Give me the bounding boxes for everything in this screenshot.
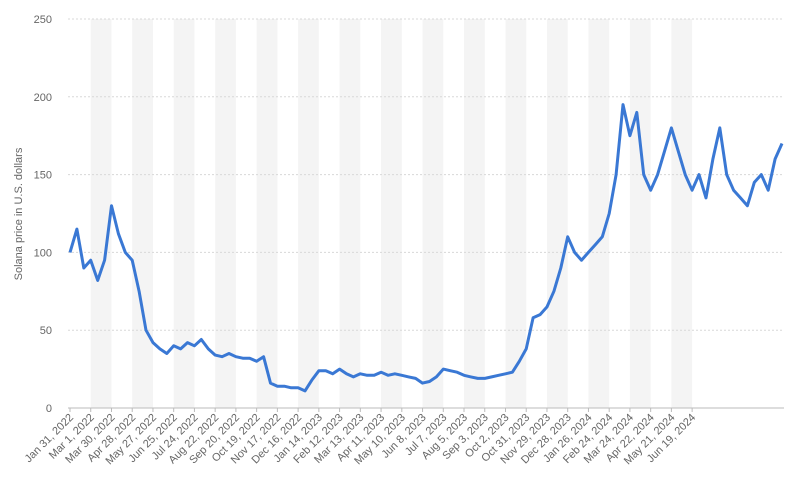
y-tick-label: 0 <box>46 403 52 415</box>
y-tick-label: 100 <box>34 247 52 259</box>
background-band <box>173 19 195 408</box>
background-band <box>546 19 568 408</box>
background-band <box>588 19 610 408</box>
background-band <box>671 19 693 408</box>
y-tick-label: 200 <box>34 92 52 104</box>
background-band <box>381 19 402 408</box>
background-band <box>215 19 236 408</box>
background-band <box>132 19 153 408</box>
background-band <box>629 19 651 408</box>
background-band <box>505 19 527 408</box>
price-line <box>68 103 784 393</box>
y-axis-label: Solana price in U.S. dollars <box>13 147 25 280</box>
background-band <box>298 19 319 408</box>
background-band <box>339 19 361 408</box>
y-tick-label: 50 <box>40 325 52 337</box>
background-band <box>256 19 278 408</box>
y-tick-label: 150 <box>34 170 52 182</box>
y-tick-label: 250 <box>34 14 52 26</box>
background-band <box>464 19 485 408</box>
background-band <box>90 19 112 408</box>
background-band <box>422 19 444 408</box>
